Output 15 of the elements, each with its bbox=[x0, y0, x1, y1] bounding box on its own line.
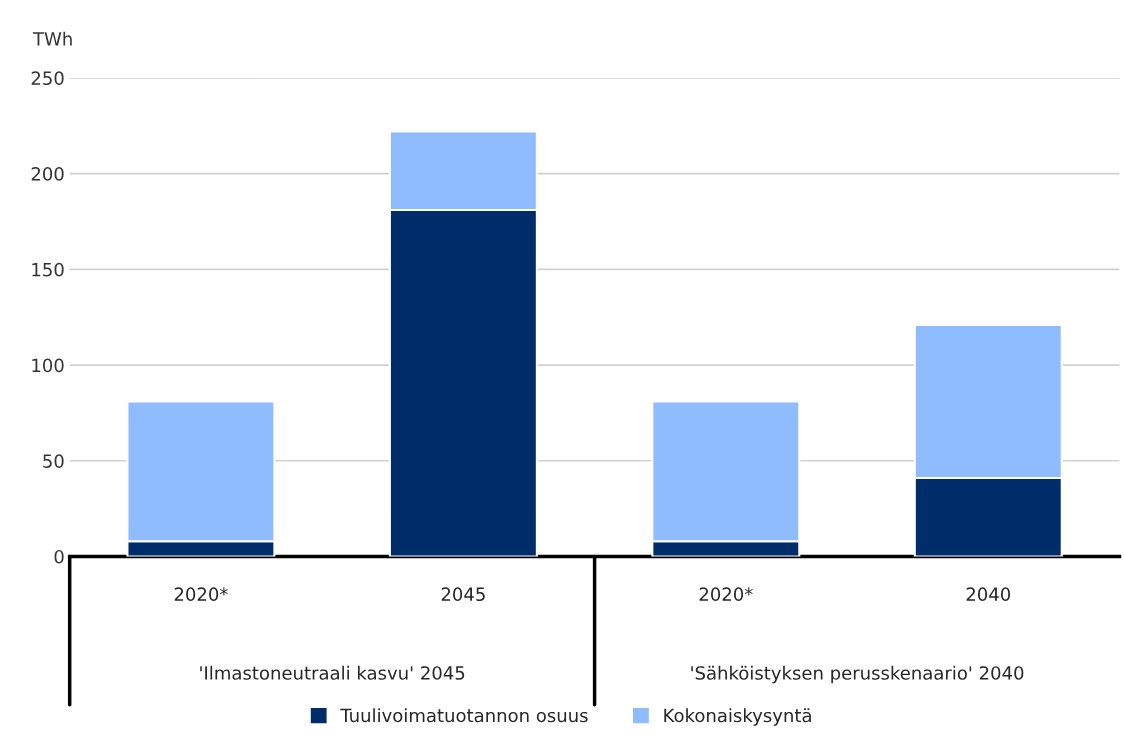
x-tick-label: 2040 bbox=[966, 587, 1011, 602]
y-tick-label: 250 bbox=[31, 71, 64, 86]
y-tick-label: 100 bbox=[32, 358, 64, 373]
x-tick-label: 2045 bbox=[441, 587, 485, 602]
x-tick-label: 2020* bbox=[174, 587, 228, 602]
y-tick-label: 50 bbox=[43, 454, 64, 468]
text: 'Sähköistyksen perusskenaario' 2040 bbox=[691, 665, 1024, 684]
legend-label: Kokonaiskysyntä bbox=[664, 708, 811, 726]
x-tick-label: 2020* bbox=[699, 587, 753, 602]
y-axis-title: TWh bbox=[32, 31, 72, 46]
y-tick-label: 200 bbox=[31, 167, 64, 181]
y-tick-label: 150 bbox=[32, 262, 64, 277]
text: 'Ilmastoneutraali kasvu' 2045 bbox=[200, 665, 465, 680]
legend-label: Tuulivoimatuotannon osuus bbox=[340, 708, 588, 723]
y-tick-label: 0 bbox=[54, 549, 64, 564]
